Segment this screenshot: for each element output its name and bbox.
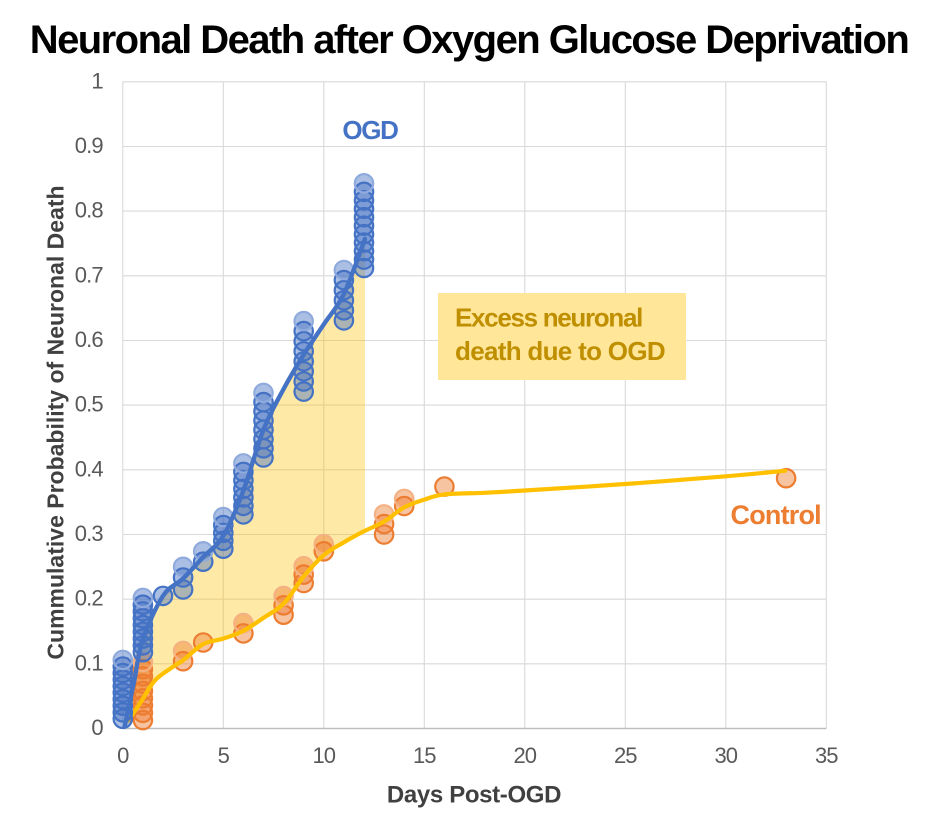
svg-text:15: 15 xyxy=(413,743,436,768)
svg-text:Cummulative Probability of Neu: Cummulative Probability of Neuronal Deat… xyxy=(43,185,69,659)
svg-text:0.4: 0.4 xyxy=(75,456,104,481)
svg-text:10: 10 xyxy=(312,743,335,768)
svg-text:Neuronal Death after Oxygen Gl: Neuronal Death after Oxygen Glucose Depr… xyxy=(30,18,909,62)
svg-text:0: 0 xyxy=(117,743,129,768)
svg-text:0.7: 0.7 xyxy=(75,262,104,287)
svg-text:Excess neuronal: Excess neuronal xyxy=(455,303,642,333)
svg-text:0.3: 0.3 xyxy=(75,521,104,546)
svg-text:20: 20 xyxy=(513,743,536,768)
svg-text:25: 25 xyxy=(614,743,637,768)
svg-text:0.9: 0.9 xyxy=(75,133,104,158)
svg-text:1: 1 xyxy=(91,68,103,93)
svg-text:0.6: 0.6 xyxy=(75,327,104,352)
svg-text:35: 35 xyxy=(815,743,838,768)
svg-text:Days Post-OGD: Days Post-OGD xyxy=(387,782,561,809)
svg-text:30: 30 xyxy=(714,743,737,768)
svg-text:5: 5 xyxy=(218,743,230,768)
svg-text:0.8: 0.8 xyxy=(75,198,104,223)
svg-text:0: 0 xyxy=(91,715,103,740)
svg-text:OGD: OGD xyxy=(342,115,398,145)
svg-text:0.1: 0.1 xyxy=(75,650,104,675)
svg-text:death due to OGD: death due to OGD xyxy=(455,336,665,366)
svg-text:0.5: 0.5 xyxy=(75,392,104,417)
svg-text:Control: Control xyxy=(731,500,821,530)
svg-text:0.2: 0.2 xyxy=(75,586,104,611)
